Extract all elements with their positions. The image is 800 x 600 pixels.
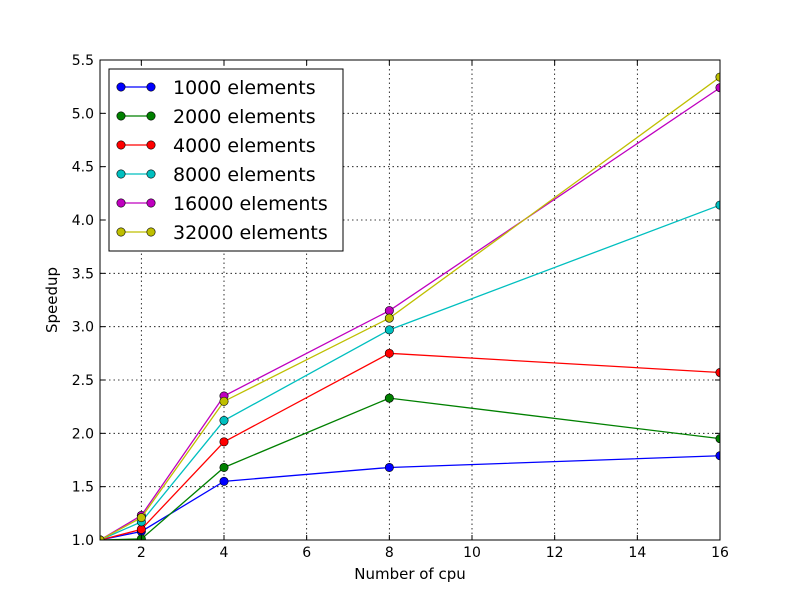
data-point (219, 476, 229, 486)
legend-marker (116, 198, 126, 208)
legend-marker (116, 227, 126, 237)
legend-marker (116, 111, 126, 121)
legend-item: 32000 elements (116, 222, 328, 244)
legend-item: 8000 elements (116, 164, 316, 186)
legend-item: 16000 elements (116, 193, 328, 215)
data-point (384, 348, 394, 358)
legend-marker (146, 198, 156, 208)
legend-marker (146, 140, 156, 150)
legend-label: 8000 elements (173, 164, 316, 186)
plot-frame (99, 59, 721, 541)
data-point (384, 462, 394, 472)
series-line (100, 352, 720, 540)
legend-item: 2000 elements (116, 106, 316, 128)
y-tick-label: 5.5 (72, 53, 94, 69)
y-tick-label: 1.0 (72, 533, 94, 549)
series (100, 393, 720, 540)
x-tick-label: 12 (546, 545, 564, 561)
legend-label: 32000 elements (173, 222, 328, 244)
legend-label: 1000 elements (173, 77, 316, 99)
x-tick-label: 16 (711, 545, 729, 561)
series (100, 200, 720, 540)
x-tick-label: 4 (220, 545, 229, 561)
x-tick-label: 6 (302, 545, 311, 561)
legend-box (108, 68, 344, 252)
y-tick-label: 4.5 (72, 160, 94, 176)
x-tick-label: 2 (137, 545, 146, 561)
legend-label: 2000 elements (173, 106, 316, 128)
data-point (384, 313, 394, 323)
data-point (219, 462, 229, 472)
legend-label: 4000 elements (173, 135, 316, 157)
x-tick-label: 10 (463, 545, 481, 561)
y-tick-label: 5.0 (72, 106, 94, 122)
y-tick-label: 4.0 (72, 213, 94, 229)
y-tick-label: 3.5 (72, 266, 94, 282)
legend-item: 1000 elements (116, 77, 316, 99)
series-line (100, 204, 720, 540)
series-line (100, 397, 720, 540)
y-axis-label: Speedup (43, 267, 61, 333)
data-point (136, 524, 146, 534)
series (100, 348, 720, 540)
legend-marker (116, 140, 126, 150)
legend-marker (146, 227, 156, 237)
x-axis-label: Number of cpu (354, 565, 466, 583)
y-tick-label: 2.0 (72, 426, 94, 442)
legend-label: 16000 elements (173, 193, 328, 215)
legend: 1000 elements 2000 elements 4000 elements 8… (108, 68, 344, 252)
y-tick-label: 2.5 (72, 373, 94, 389)
x-tick-label: 14 (628, 545, 646, 561)
legend-marker (116, 82, 126, 92)
series-layer (100, 72, 720, 540)
axis-ticks: 2 4 6 8 10 12 14 16 1.0 1.5 2.0 2.5 3.0 3.5 4.0 4.5 5.0 5… (72, 53, 729, 561)
y-tick-label: 1.5 (72, 480, 94, 496)
x-tick-label: 8 (385, 545, 394, 561)
legend-marker (146, 169, 156, 179)
data-point (219, 396, 229, 406)
legend-marker (146, 82, 156, 92)
grid (100, 60, 720, 540)
data-point (219, 416, 229, 426)
data-point (384, 393, 394, 403)
y-tick-label: 3.0 (72, 320, 94, 336)
data-point (136, 513, 146, 523)
legend-marker (146, 111, 156, 121)
legend-item: 4000 elements (116, 135, 316, 157)
legend-marker (116, 169, 126, 179)
series-line (100, 455, 720, 540)
data-point (384, 325, 394, 335)
data-point (384, 306, 394, 316)
data-point (219, 437, 229, 447)
series (100, 72, 720, 540)
series (100, 451, 720, 540)
